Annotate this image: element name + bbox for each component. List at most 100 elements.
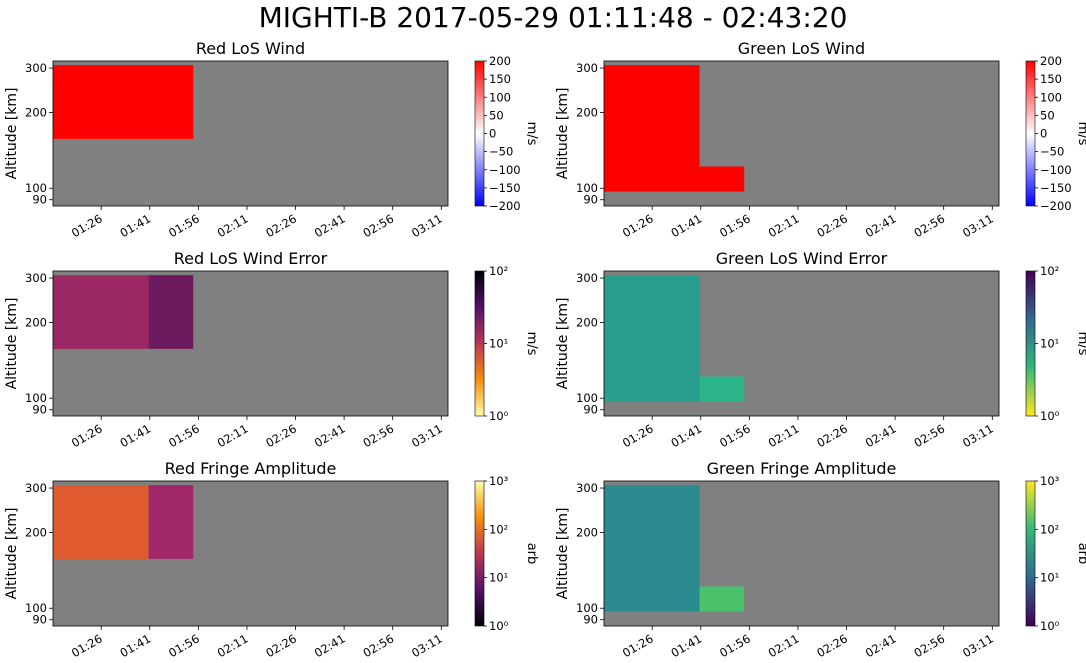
colorbar-tick-label: 100 [1040, 90, 1062, 104]
panel-title: Green Fringe Amplitude [707, 459, 897, 478]
x-tick-label: 02:41 [863, 421, 899, 450]
axes-frame [52, 270, 449, 417]
y-tick-label: 300 [25, 481, 47, 495]
colorbar-tick-label: 150 [489, 72, 511, 86]
x-tick-label: 01:41 [118, 631, 154, 660]
x-tick-label: 02:56 [360, 421, 396, 450]
colorbar [474, 60, 485, 207]
x-tick-label: 03:11 [409, 631, 445, 660]
x-tick-label: 01:26 [69, 421, 105, 450]
y-tick-label: 100 [576, 391, 598, 405]
x-tick-label: 03:11 [409, 421, 445, 450]
y-axis-label: Altitude [km] [4, 88, 20, 180]
data-block [699, 166, 745, 192]
colorbar-tick-label: 0 [1040, 127, 1047, 141]
x-tick-label: 01:26 [69, 631, 105, 660]
colorbar-tick-label: 10² [1040, 264, 1059, 278]
colorbar-tick-label: −100 [1040, 163, 1072, 177]
x-tick-label: 02:26 [814, 421, 850, 450]
colorbar-tick-label: 100 [489, 90, 511, 104]
colorbar-tick-label: −100 [489, 163, 521, 177]
colorbar-tick-label: −200 [1040, 199, 1072, 213]
y-tick-label: 100 [576, 601, 598, 615]
x-tick-label: 01:26 [620, 631, 656, 660]
x-tick-label: 01:56 [166, 631, 202, 660]
colorbar-tick-label: 10² [1040, 522, 1059, 536]
y-tick-label: 200 [576, 315, 598, 329]
colorbar-tick-label: −200 [489, 199, 521, 213]
colorbar-tick-label: 10² [489, 522, 508, 536]
x-tick-label: 02:41 [863, 211, 899, 240]
y-tick-label: 200 [25, 315, 47, 329]
colorbar [474, 270, 485, 417]
x-tick-label: 02:11 [766, 211, 802, 240]
colorbar [1025, 270, 1036, 417]
colorbar [1025, 60, 1036, 207]
colorbar-tick-label: 0 [489, 127, 496, 141]
y-axis-label: Altitude [km] [555, 298, 571, 390]
colorbar-tick-label: 10¹ [489, 337, 508, 351]
x-tick-label: 01:26 [620, 421, 656, 450]
x-tick-label: 02:26 [814, 631, 850, 660]
x-tick-label: 02:41 [312, 211, 348, 240]
y-tick-label: 90 [583, 613, 598, 627]
y-axis-label: Altitude [km] [4, 508, 20, 600]
x-tick-label: 02:41 [312, 421, 348, 450]
x-tick-label: 03:11 [960, 421, 996, 450]
data-block [148, 485, 194, 559]
y-tick-label: 300 [25, 61, 47, 75]
x-tick-label: 02:11 [766, 421, 802, 450]
colorbar-tick-label: 10¹ [1040, 337, 1059, 351]
data-block [604, 65, 700, 192]
colorbar-tick-label: −50 [1040, 145, 1064, 159]
colorbar-tick-label: 200 [489, 54, 511, 68]
x-tick-label: 02:26 [814, 211, 850, 240]
colorbar-tick-label: 10⁰ [489, 619, 509, 633]
y-tick-label: 100 [25, 181, 47, 195]
x-tick-label: 02:56 [911, 421, 947, 450]
y-tick-label: 90 [32, 193, 47, 207]
data-block [699, 376, 745, 402]
y-axis-label: Altitude [km] [555, 508, 571, 600]
colorbar-tick-label: 10⁰ [489, 409, 509, 423]
colorbar-label: arb [1075, 543, 1086, 565]
figure-title: MIGHTI-B 2017-05-29 01:11:48 - 02:43:20 [259, 1, 848, 34]
colorbar-tick-label: 10⁰ [1040, 619, 1060, 633]
data-block [53, 275, 149, 349]
colorbar-label: m/s [1075, 332, 1086, 356]
x-tick-label: 01:56 [717, 631, 753, 660]
y-tick-label: 200 [25, 525, 47, 539]
colorbar-tick-label: 200 [1040, 54, 1062, 68]
x-tick-label: 01:26 [69, 211, 105, 240]
colorbar [1025, 480, 1036, 627]
axes-frame [52, 60, 449, 207]
axes-frame [603, 270, 1000, 417]
x-tick-label: 03:11 [409, 211, 445, 240]
x-tick-label: 03:11 [960, 211, 996, 240]
colorbar-tick-label: 10³ [1040, 474, 1060, 488]
x-tick-label: 02:56 [360, 211, 396, 240]
y-tick-label: 90 [32, 613, 47, 627]
y-tick-label: 100 [25, 601, 47, 615]
colorbar-tick-label: −50 [489, 145, 513, 159]
y-tick-label: 90 [583, 193, 598, 207]
colorbar-label: m/s [524, 122, 539, 146]
y-tick-label: 90 [583, 403, 598, 417]
colorbar-label: m/s [1075, 122, 1086, 146]
panel-title: Green LoS Wind [738, 39, 865, 58]
colorbar-tick-label: −150 [1040, 181, 1072, 195]
x-tick-label: 02:56 [911, 211, 947, 240]
x-tick-label: 01:41 [669, 421, 705, 450]
x-tick-label: 02:56 [911, 631, 947, 660]
x-tick-label: 02:11 [215, 631, 251, 660]
colorbar-tick-label: 10¹ [489, 571, 508, 585]
colorbar-tick-label: 10³ [489, 474, 509, 488]
axes-frame [603, 60, 1000, 207]
data-block [699, 586, 745, 612]
